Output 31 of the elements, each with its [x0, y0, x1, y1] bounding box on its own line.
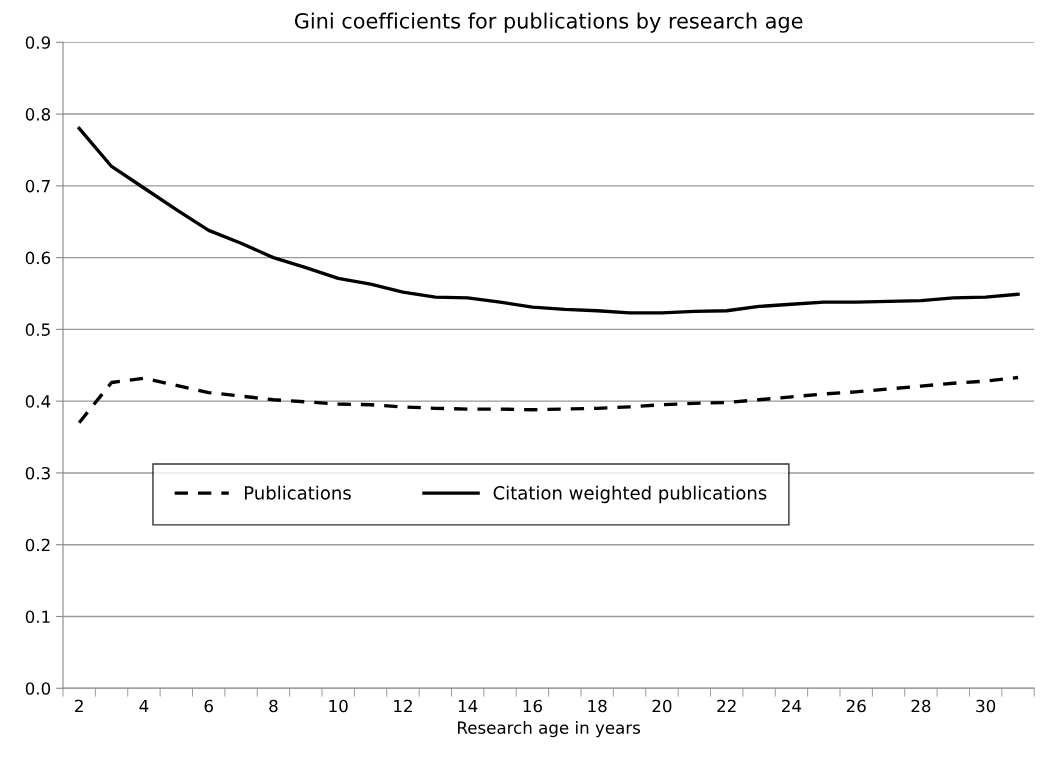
legend-label: Publications [245, 485, 351, 500]
y-tick-label: 0.6 [25, 251, 51, 265]
line-series [77, 375, 1020, 425]
x-tick-label: 26 [846, 699, 866, 713]
x-tick-label: 14 [458, 699, 478, 713]
x-tick-label: 16 [523, 699, 542, 713]
y-tick-label: 0.8 [25, 108, 51, 121]
y-tick-label: 0.7 [25, 179, 50, 193]
x-tick-label: 22 [717, 699, 736, 713]
legend-label: Citation weighted publications [493, 485, 767, 504]
x-tick-label: 8 [269, 699, 278, 713]
x-tick-label: 12 [394, 699, 412, 713]
x-tick-label: 30 [976, 699, 996, 713]
y-tick-label: 0.5 [25, 323, 50, 336]
x-tick-label: 20 [652, 699, 672, 713]
y-tick-label: 0.1 [25, 610, 50, 624]
x-tick-label: 6 [204, 699, 213, 713]
y-tick-label: 0.0 [25, 682, 51, 695]
x-tick-label: 10 [329, 699, 348, 713]
chart-title: Gini coefficients for publications by research age [294, 12, 803, 33]
x-tick-label: 24 [782, 699, 802, 713]
x-tick-label: 2 [75, 699, 83, 713]
y-tick-label: 0.3 [25, 466, 50, 480]
y-tick-label: 0.9 [25, 36, 51, 49]
x-axis-title: Research age in years [458, 721, 641, 738]
y-tick-label: 0.2 [25, 538, 50, 552]
x-tick-label: 28 [911, 699, 931, 713]
x-tick-label: 18 [588, 699, 607, 713]
x-tick-label: 4 [139, 699, 149, 713]
y-tick-label: 0.4 [25, 395, 51, 408]
line-series [77, 126, 1020, 315]
